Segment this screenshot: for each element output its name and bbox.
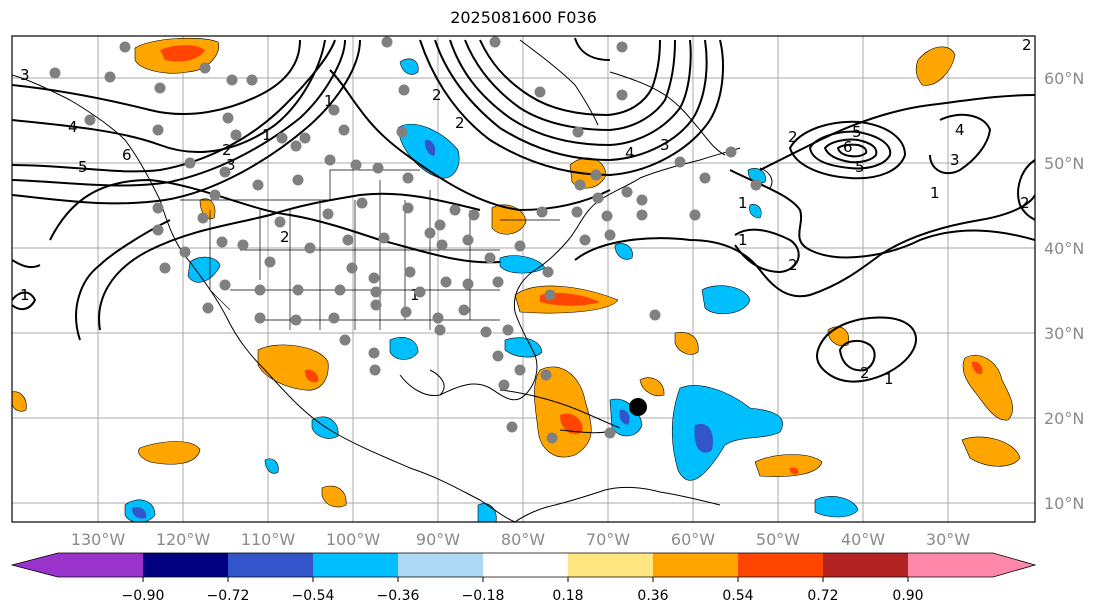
colorbar-tick-label: −0.90 xyxy=(122,588,165,604)
colorbar-cell xyxy=(313,553,398,577)
contour-labels: 3 4 5 6 1 2 3 1 2 1 2 2 3 4 5 6 4 3 1 2 … xyxy=(20,36,1032,388)
contour-label: 1 xyxy=(930,184,940,202)
lat-label: 10°N xyxy=(1044,494,1084,513)
contour-label: 1 xyxy=(738,231,748,249)
colorbar-cell xyxy=(58,553,143,577)
contour-label: 2 xyxy=(1022,36,1032,54)
colorbar: −0.90 −0.72 −0.54 −0.36 −0.18 0.18 0.36 … xyxy=(10,552,1037,604)
coastlines xyxy=(12,39,773,522)
lon-label: 40°W xyxy=(841,530,885,549)
colorbar-cell xyxy=(568,553,653,577)
colorbar-cell xyxy=(398,553,483,577)
colorbar-cell xyxy=(738,553,823,577)
contour-label: 1 xyxy=(262,126,272,144)
colorbar-tick-label: 0.18 xyxy=(552,588,583,604)
lon-label: 110°W xyxy=(241,530,296,549)
colorbar-cell xyxy=(143,553,228,577)
colorbar-tick-label: 0.54 xyxy=(722,588,753,604)
colorbar-tick-label: 0.36 xyxy=(637,588,668,604)
map-title: 2025081600 F036 xyxy=(450,8,597,27)
contour-label: 2 xyxy=(280,228,290,246)
colorbar-tick-label: 0.90 xyxy=(892,588,923,604)
contour-label: 1 xyxy=(324,92,334,110)
contour-label: 2 xyxy=(432,86,442,104)
colorbar-tick-label: −0.54 xyxy=(292,588,335,604)
contour-label: 3 xyxy=(950,151,960,169)
map-frame xyxy=(11,35,1036,523)
lat-label: 20°N xyxy=(1044,409,1084,428)
colorbar-tick-label: −0.18 xyxy=(462,588,505,604)
lat-label: 40°N xyxy=(1044,239,1084,258)
lat-label: 60°N xyxy=(1044,69,1084,88)
contour-label: 3 xyxy=(20,66,30,84)
lon-label: 130°W xyxy=(71,530,126,549)
lon-label: 120°W xyxy=(156,530,211,549)
station-markers xyxy=(49,36,762,444)
storm-center-marker xyxy=(629,398,647,416)
contour-label: 5 xyxy=(852,123,862,141)
lat-label: 50°N xyxy=(1044,154,1084,173)
colorbar-tick-label: 0.72 xyxy=(807,588,838,604)
contour-label: 1 xyxy=(410,286,420,304)
contour-label: 2 xyxy=(455,114,465,132)
contour-label: 5 xyxy=(78,158,88,176)
colorbar-cell xyxy=(12,553,58,577)
colorbar-cell xyxy=(823,553,908,577)
colorbar-cell xyxy=(908,553,993,577)
contour-label: 2 xyxy=(1020,194,1030,212)
contour-lines xyxy=(12,37,1035,383)
contour-label: 2 xyxy=(222,141,232,159)
contour-label: 4 xyxy=(955,121,965,139)
contour-label: 6 xyxy=(843,138,853,156)
contour-label: 1 xyxy=(738,194,748,212)
lon-label: 50°W xyxy=(756,530,800,549)
contour-label: 1 xyxy=(20,286,30,304)
lon-label: 30°W xyxy=(926,530,970,549)
contour-label: 2 xyxy=(788,256,798,274)
lon-label: 80°W xyxy=(501,530,545,549)
colorbar-cell xyxy=(483,553,568,577)
contour-label: 5 xyxy=(855,158,865,176)
contour-label: 4 xyxy=(625,144,635,162)
colorbar-tick-label: −0.72 xyxy=(207,588,250,604)
lon-label: 60°W xyxy=(671,530,715,549)
contour-label: 4 xyxy=(68,118,78,136)
longitude-labels: 130°W 120°W 110°W 100°W 90°W 80°W 70°W 6… xyxy=(71,530,970,549)
contour-label: 2 xyxy=(860,364,870,382)
lat-label: 30°N xyxy=(1044,324,1084,343)
lon-label: 100°W xyxy=(326,530,381,549)
colorbar-cell xyxy=(653,553,738,577)
colorbar-cell xyxy=(993,553,1035,577)
contour-label: 3 xyxy=(660,136,670,154)
lon-label: 70°W xyxy=(586,530,630,549)
colorbar-tick-label: −0.36 xyxy=(377,588,420,604)
contour-label: 6 xyxy=(122,146,132,164)
contour-label: 1 xyxy=(884,370,894,388)
contour-label: 2 xyxy=(788,128,798,146)
colorbar-cell xyxy=(228,553,313,577)
contour-label: 3 xyxy=(226,156,236,174)
latitude-labels: 60°N 50°N 40°N 30°N 20°N 10°N xyxy=(1044,69,1084,513)
lon-label: 90°W xyxy=(416,530,460,549)
